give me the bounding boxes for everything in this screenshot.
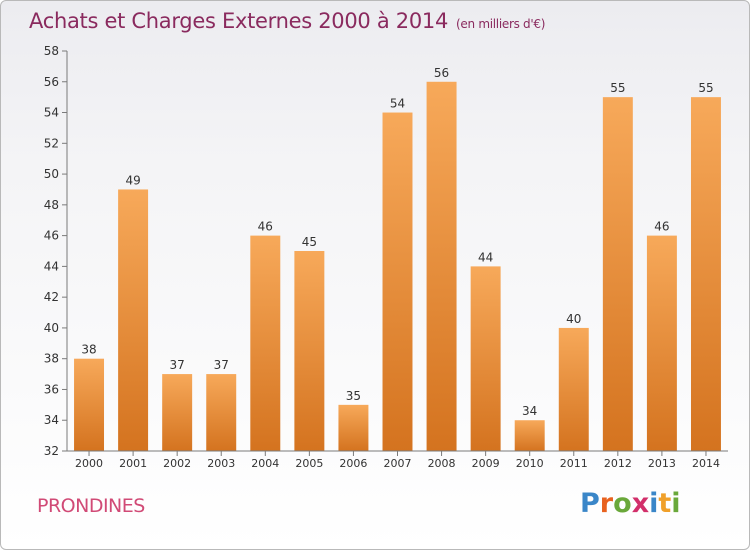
logo-letter: t: [658, 488, 672, 519]
logo-letter: r: [599, 488, 614, 519]
y-tick-label: 40: [44, 321, 59, 335]
bar-2006[interactable]: [338, 404, 369, 451]
y-tick-label: 52: [44, 136, 59, 150]
bar-2005[interactable]: [294, 251, 325, 451]
x-tick-label: 2011: [560, 457, 588, 470]
x-tick-label: 2014: [692, 457, 720, 470]
bar-2007[interactable]: [382, 112, 413, 452]
y-tick-label: 32: [44, 444, 59, 458]
bars-group: 38 49 37 37 46 45 35 54 56 44 34 40 55 46 55: [74, 66, 721, 452]
logo-letter: x: [631, 488, 650, 519]
x-tick-label: 2004: [251, 457, 279, 470]
commune-name: PRONDINES: [37, 495, 145, 517]
x-tick-label: 2003: [207, 457, 235, 470]
y-tick-label: 54: [44, 106, 59, 120]
value-label-2002: 37: [170, 358, 185, 372]
value-label-2004: 46: [258, 220, 273, 234]
logo-letter: o: [613, 488, 632, 519]
x-tick-label: 2005: [295, 457, 323, 470]
logo-letter: i: [671, 488, 681, 519]
x-tick-label: 2006: [339, 457, 367, 470]
y-tick-label: 36: [44, 382, 59, 396]
value-label-2008: 56: [434, 66, 449, 80]
x-tick-label: 2013: [648, 457, 676, 470]
bar-2010[interactable]: [514, 420, 545, 451]
chart-title-text: Achats et Charges Externes 2000 à 2014: [29, 9, 449, 33]
bar-2009[interactable]: [470, 266, 501, 451]
value-label-2001: 49: [125, 173, 140, 187]
y-tick-label: 56: [44, 75, 59, 89]
x-tick-label: 2001: [119, 457, 147, 470]
value-label-2011: 40: [566, 312, 581, 326]
y-tick-label: 38: [44, 352, 59, 366]
y-tick-label: 50: [44, 167, 59, 181]
x-tick-label: 2012: [604, 457, 632, 470]
bar-2000[interactable]: [74, 358, 105, 451]
value-label-2012: 55: [610, 81, 625, 95]
value-label-2005: 45: [302, 235, 317, 249]
logo-letter: i: [649, 488, 659, 519]
bar-2008[interactable]: [426, 81, 457, 452]
y-tick-label: 42: [44, 290, 59, 304]
value-label-2010: 34: [522, 404, 537, 418]
axes-group: 32 34 36 38 40 42 44 46 48 50 52 54 56 58 2000 2001 2002…: [44, 44, 728, 470]
x-tick-label: 2010: [516, 457, 544, 470]
chart-title: Achats et Charges Externes 2000 à 2014 (e…: [29, 9, 545, 33]
y-tick-label: 58: [44, 44, 59, 58]
value-label-2013: 46: [654, 220, 669, 234]
value-label-2000: 38: [81, 343, 96, 357]
y-tick-label: 48: [44, 198, 59, 212]
value-label-2006: 35: [346, 389, 361, 403]
chart-subtitle: (en milliers d'€): [456, 17, 546, 31]
bar-2013[interactable]: [646, 235, 677, 451]
x-tick-label: 2009: [472, 457, 500, 470]
x-tick-label: 2002: [163, 457, 191, 470]
proxiti-logo[interactable]: Proxiti: [580, 488, 681, 519]
y-tick-label: 34: [44, 413, 59, 427]
y-tick-label: 44: [44, 259, 59, 273]
value-label-2009: 44: [478, 250, 493, 264]
x-tick-label: 2007: [384, 457, 412, 470]
bar-2001[interactable]: [118, 189, 149, 451]
logo-letter: P: [580, 488, 600, 519]
value-label-2014: 55: [698, 81, 713, 95]
x-tick-label: 2008: [428, 457, 456, 470]
bar-2012[interactable]: [602, 97, 633, 452]
value-label-2003: 37: [214, 358, 229, 372]
bar-2002[interactable]: [162, 374, 193, 451]
bar-2004[interactable]: [250, 235, 281, 451]
y-tick-label: 46: [44, 229, 59, 243]
bar-2003[interactable]: [206, 374, 237, 451]
bar-2011[interactable]: [558, 327, 589, 451]
value-label-2007: 54: [390, 97, 405, 111]
bar-2014[interactable]: [690, 97, 721, 452]
x-tick-label: 2000: [75, 457, 103, 470]
